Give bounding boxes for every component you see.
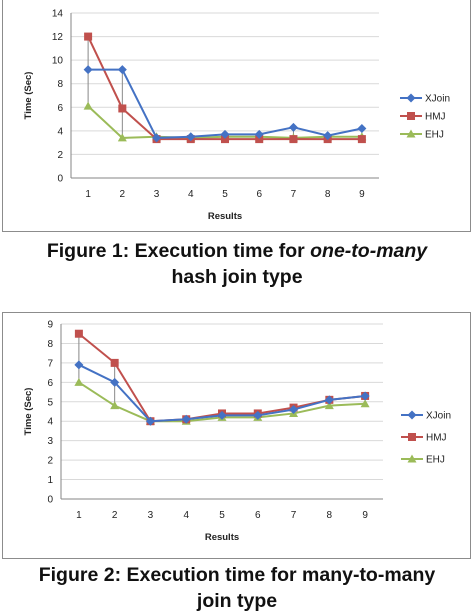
chart-2-series-xjoin-point (360, 391, 370, 401)
chart-1-series-xjoin-point (117, 65, 127, 75)
chart-2-series-hmj-point (74, 329, 83, 338)
chart-2-y-tick-label: 8 (47, 339, 53, 350)
chart-1-y-tick-label: 2 (57, 150, 63, 161)
chart-1-y-tick-label: 8 (57, 79, 63, 90)
chart-1-y-tick-label: 14 (52, 9, 64, 20)
chart-1-y-tick-label: 6 (57, 103, 63, 114)
chart-1-series-hmj-point (118, 104, 127, 113)
chart-1-series-hmj-point (289, 135, 298, 144)
legend-hmj-label: HMJ (425, 112, 446, 123)
chart-2-y-axis-title: Time (Sec) (23, 388, 34, 436)
chart-1-series-xjoin-point (323, 131, 333, 141)
legend-ehj-label: EHJ (425, 130, 444, 141)
chart-1-y-tick-label: 12 (52, 32, 64, 43)
chart-2-x-tick-label: 6 (255, 510, 261, 521)
chart-2-x-tick-label: 4 (183, 510, 189, 521)
chart-2-series-xjoin-point (110, 377, 120, 387)
figure-1-caption-line2: hash join type (171, 266, 303, 288)
chart-2-y-tick-label: 7 (47, 358, 53, 369)
chart-1-series-ehj-point (117, 133, 127, 142)
figure-2-caption: Figure 2: Execution time for many-to-man… (0, 562, 474, 614)
chart-1-series-xjoin-point (357, 124, 367, 133)
chart-2-series-xjoin-point (74, 360, 84, 370)
chart-2-series-xjoin-point (181, 414, 191, 424)
chart-2-y-tick-label: 0 (47, 495, 53, 506)
legend-xjoin-marker (407, 410, 417, 420)
chart-2-series-xjoin-point (289, 405, 299, 415)
chart-1-series-hmj-point (84, 32, 93, 41)
chart-1-series-xjoin-point (186, 132, 196, 142)
chart-2-series-ehj-point (360, 399, 370, 408)
chart-1-series-hmj-point (357, 135, 366, 144)
chart-2-y-tick-label: 6 (47, 378, 53, 389)
legend-ehj-label: EHJ (426, 455, 445, 466)
chart-2-x-tick-label: 8 (327, 510, 333, 521)
chart-1-x-tick-label: 4 (188, 189, 194, 200)
chart-2-series-xjoin-point (145, 416, 155, 426)
chart-1-x-tick-label: 8 (325, 189, 331, 200)
chart-2-series-xjoin-point (253, 410, 263, 420)
chart-1-series-hmj-line (87, 36, 362, 141)
chart-1-y-axis-title: Time (Sec) (23, 72, 34, 120)
chart-2-series-hmj-point (110, 358, 119, 367)
chart-1-x-axis-title: Results (208, 211, 242, 222)
chart-1-series-xjoin-point (254, 129, 264, 139)
chart-2-x-tick-label: 5 (219, 510, 225, 521)
chart-1-series-ehj-point (83, 101, 93, 110)
figure-1-caption-prefix: Figure 1: Execution time for (46, 240, 311, 262)
chart-2-y-tick-label: 3 (47, 436, 53, 447)
legend-xjoin-marker (406, 93, 416, 103)
chart-1-series-hmj-point (221, 135, 229, 144)
chart-1-x-tick-label: 1 (85, 189, 91, 200)
chart-1-x-tick-label: 9 (359, 189, 365, 200)
chart-2-x-tick-label: 1 (76, 510, 82, 521)
legend-ehj-marker (406, 129, 416, 138)
chart-1-x-tick-label: 3 (154, 189, 160, 200)
chart-2-y-tick-label: 2 (47, 456, 53, 467)
chart-2-y-tick-label: 1 (47, 475, 53, 486)
chart-2-x-tick-label: 7 (291, 510, 297, 521)
chart-1-series-xjoin-point (220, 129, 230, 139)
chart-2-x-tick-label: 2 (112, 510, 118, 521)
chart-1-x-tick-label: 5 (222, 189, 228, 200)
chart-1-y-tick-label: 0 (57, 174, 63, 185)
chart-1-x-tick-label: 7 (291, 189, 297, 200)
chart-1-series-xjoin-line (88, 68, 363, 139)
chart-1-series-xjoin-point (288, 122, 298, 132)
legend-xjoin-label: XJoin (426, 411, 451, 422)
chart-2-series-xjoin-point (324, 395, 334, 405)
chart-1-x-tick-label: 2 (120, 189, 126, 200)
chart-2-svg: 0 1 2 3 4 5 6 7 8 9 1 2 3 4 5 6 7 8 9 Results Time (Sec) XJoi… (23, 320, 451, 544)
figure-2-caption-line1: Figure 2: Execution time for many-to-man… (38, 564, 436, 586)
chart-2-y-tick-label: 9 (47, 320, 53, 331)
legend-hmj-label: HMJ (426, 433, 447, 444)
chart-1-y-tick-label: 4 (57, 126, 63, 137)
chart-1: 0 2 4 6 8 10 12 14 1 2 3 4 5 6 7 8 9 Results Time (Sec) XJo… (2, 0, 471, 232)
figure-2-caption-line2: join type (196, 590, 278, 612)
chart-1-series-hmj-point (255, 135, 264, 144)
figure-1-caption: Figure 1: Execution time for one-to-many… (0, 238, 474, 290)
chart-2-series-ehj-point (74, 377, 84, 386)
chart-1-series-xjoin-point (152, 133, 162, 143)
chart-2-x-tick-label: 9 (362, 510, 368, 521)
chart-2-x-axis-title: Results (205, 532, 239, 543)
chart-2-x-tick-label: 3 (148, 510, 154, 521)
chart-2-series-ehj-point (324, 401, 334, 410)
figure-1-caption-line1: Figure 1: Execution time for one-to-many (0, 238, 474, 264)
chart-2: 0 1 2 3 4 5 6 7 8 9 1 2 3 4 5 6 7 8 9 Results Time (Sec) XJoi… (2, 312, 471, 559)
chart-2-y-tick-label: 5 (47, 397, 53, 408)
chart-1-x-tick-label: 6 (256, 189, 262, 200)
chart-2-y-tick-label: 4 (47, 417, 53, 428)
figure-1-caption-italic: one-to-many (310, 240, 428, 262)
legend-ehj-marker (407, 454, 417, 463)
chart-2-series-xjoin-point (217, 410, 227, 420)
chart-1-y-tick-label: 10 (52, 56, 64, 67)
chart-2-series-ehj-point (110, 401, 120, 410)
legend-xjoin-label: XJoin (425, 94, 450, 105)
legend-hmj-marker (408, 433, 416, 441)
legend-hmj-marker (407, 112, 415, 120)
chart-1-series-xjoin-point (83, 65, 93, 75)
